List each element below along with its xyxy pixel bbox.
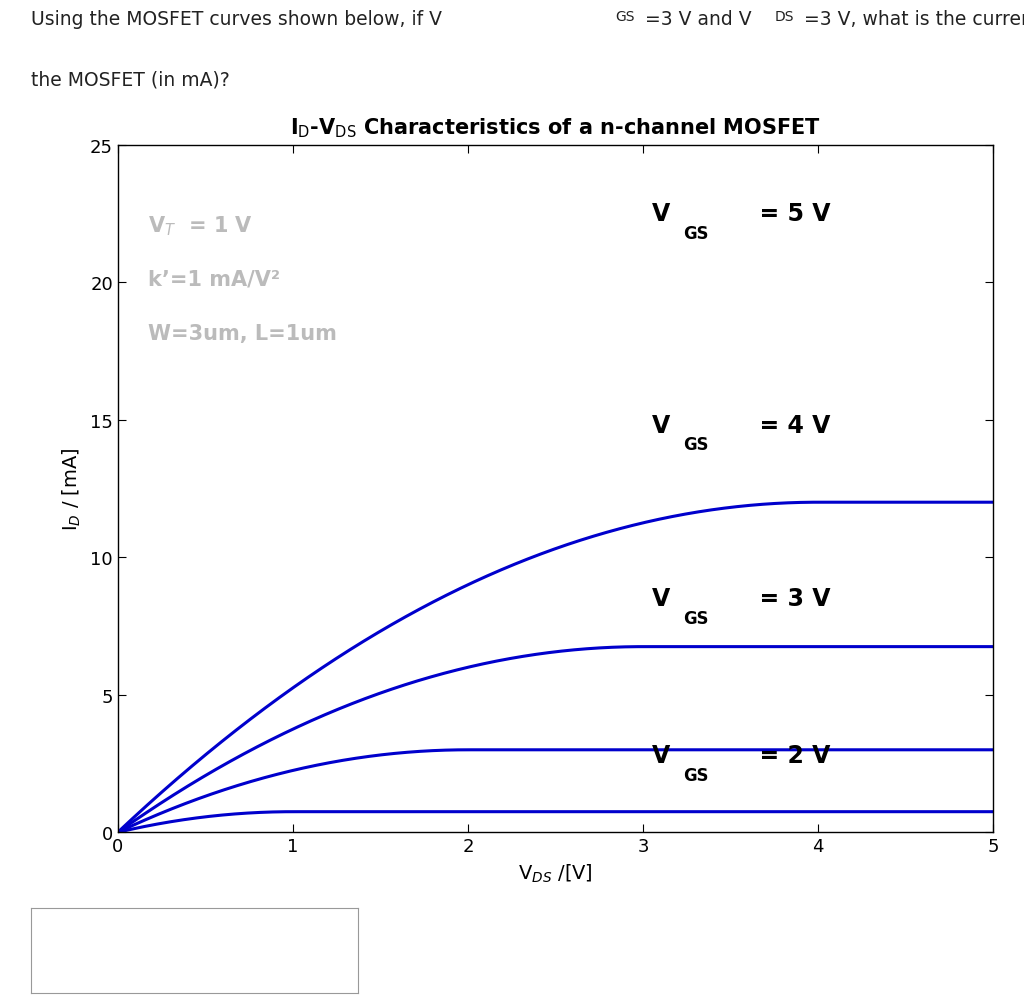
Text: = 2 V: = 2 V: [742, 743, 830, 767]
Text: = 5 V: = 5 V: [742, 203, 830, 226]
Text: W=3um, L=1um: W=3um, L=1um: [148, 324, 337, 344]
Y-axis label: I$_D$ / [mA]: I$_D$ / [mA]: [60, 447, 83, 531]
Text: GS: GS: [683, 765, 709, 783]
Text: GS: GS: [683, 436, 709, 454]
Text: = 4 V: = 4 V: [742, 414, 830, 437]
X-axis label: V$_{DS}$ /[V]: V$_{DS}$ /[V]: [518, 863, 593, 885]
Text: the MOSFET (in mA)?: the MOSFET (in mA)?: [31, 70, 229, 89]
Text: GS: GS: [615, 10, 635, 24]
Text: Using the MOSFET curves shown below, if V: Using the MOSFET curves shown below, if …: [31, 10, 441, 29]
Text: V: V: [652, 203, 670, 226]
Text: V: V: [652, 414, 670, 437]
Text: V$_T$  = 1 V: V$_T$ = 1 V: [148, 214, 254, 238]
Text: k’=1 mA/V²: k’=1 mA/V²: [148, 269, 281, 289]
Text: GS: GS: [683, 225, 709, 243]
Text: GS: GS: [683, 609, 709, 627]
Text: V: V: [652, 743, 670, 767]
Text: V: V: [652, 587, 670, 611]
Text: DS: DS: [775, 10, 795, 24]
Text: = 3 V: = 3 V: [742, 587, 830, 611]
Title: I$_\mathrm{D}$-V$_\mathrm{DS}$ Characteristics of a n-channel MOSFET: I$_\mathrm{D}$-V$_\mathrm{DS}$ Character…: [290, 116, 821, 140]
Text: =3 V, what is the current in: =3 V, what is the current in: [805, 10, 1024, 29]
Text: =3 V and V: =3 V and V: [645, 10, 752, 29]
